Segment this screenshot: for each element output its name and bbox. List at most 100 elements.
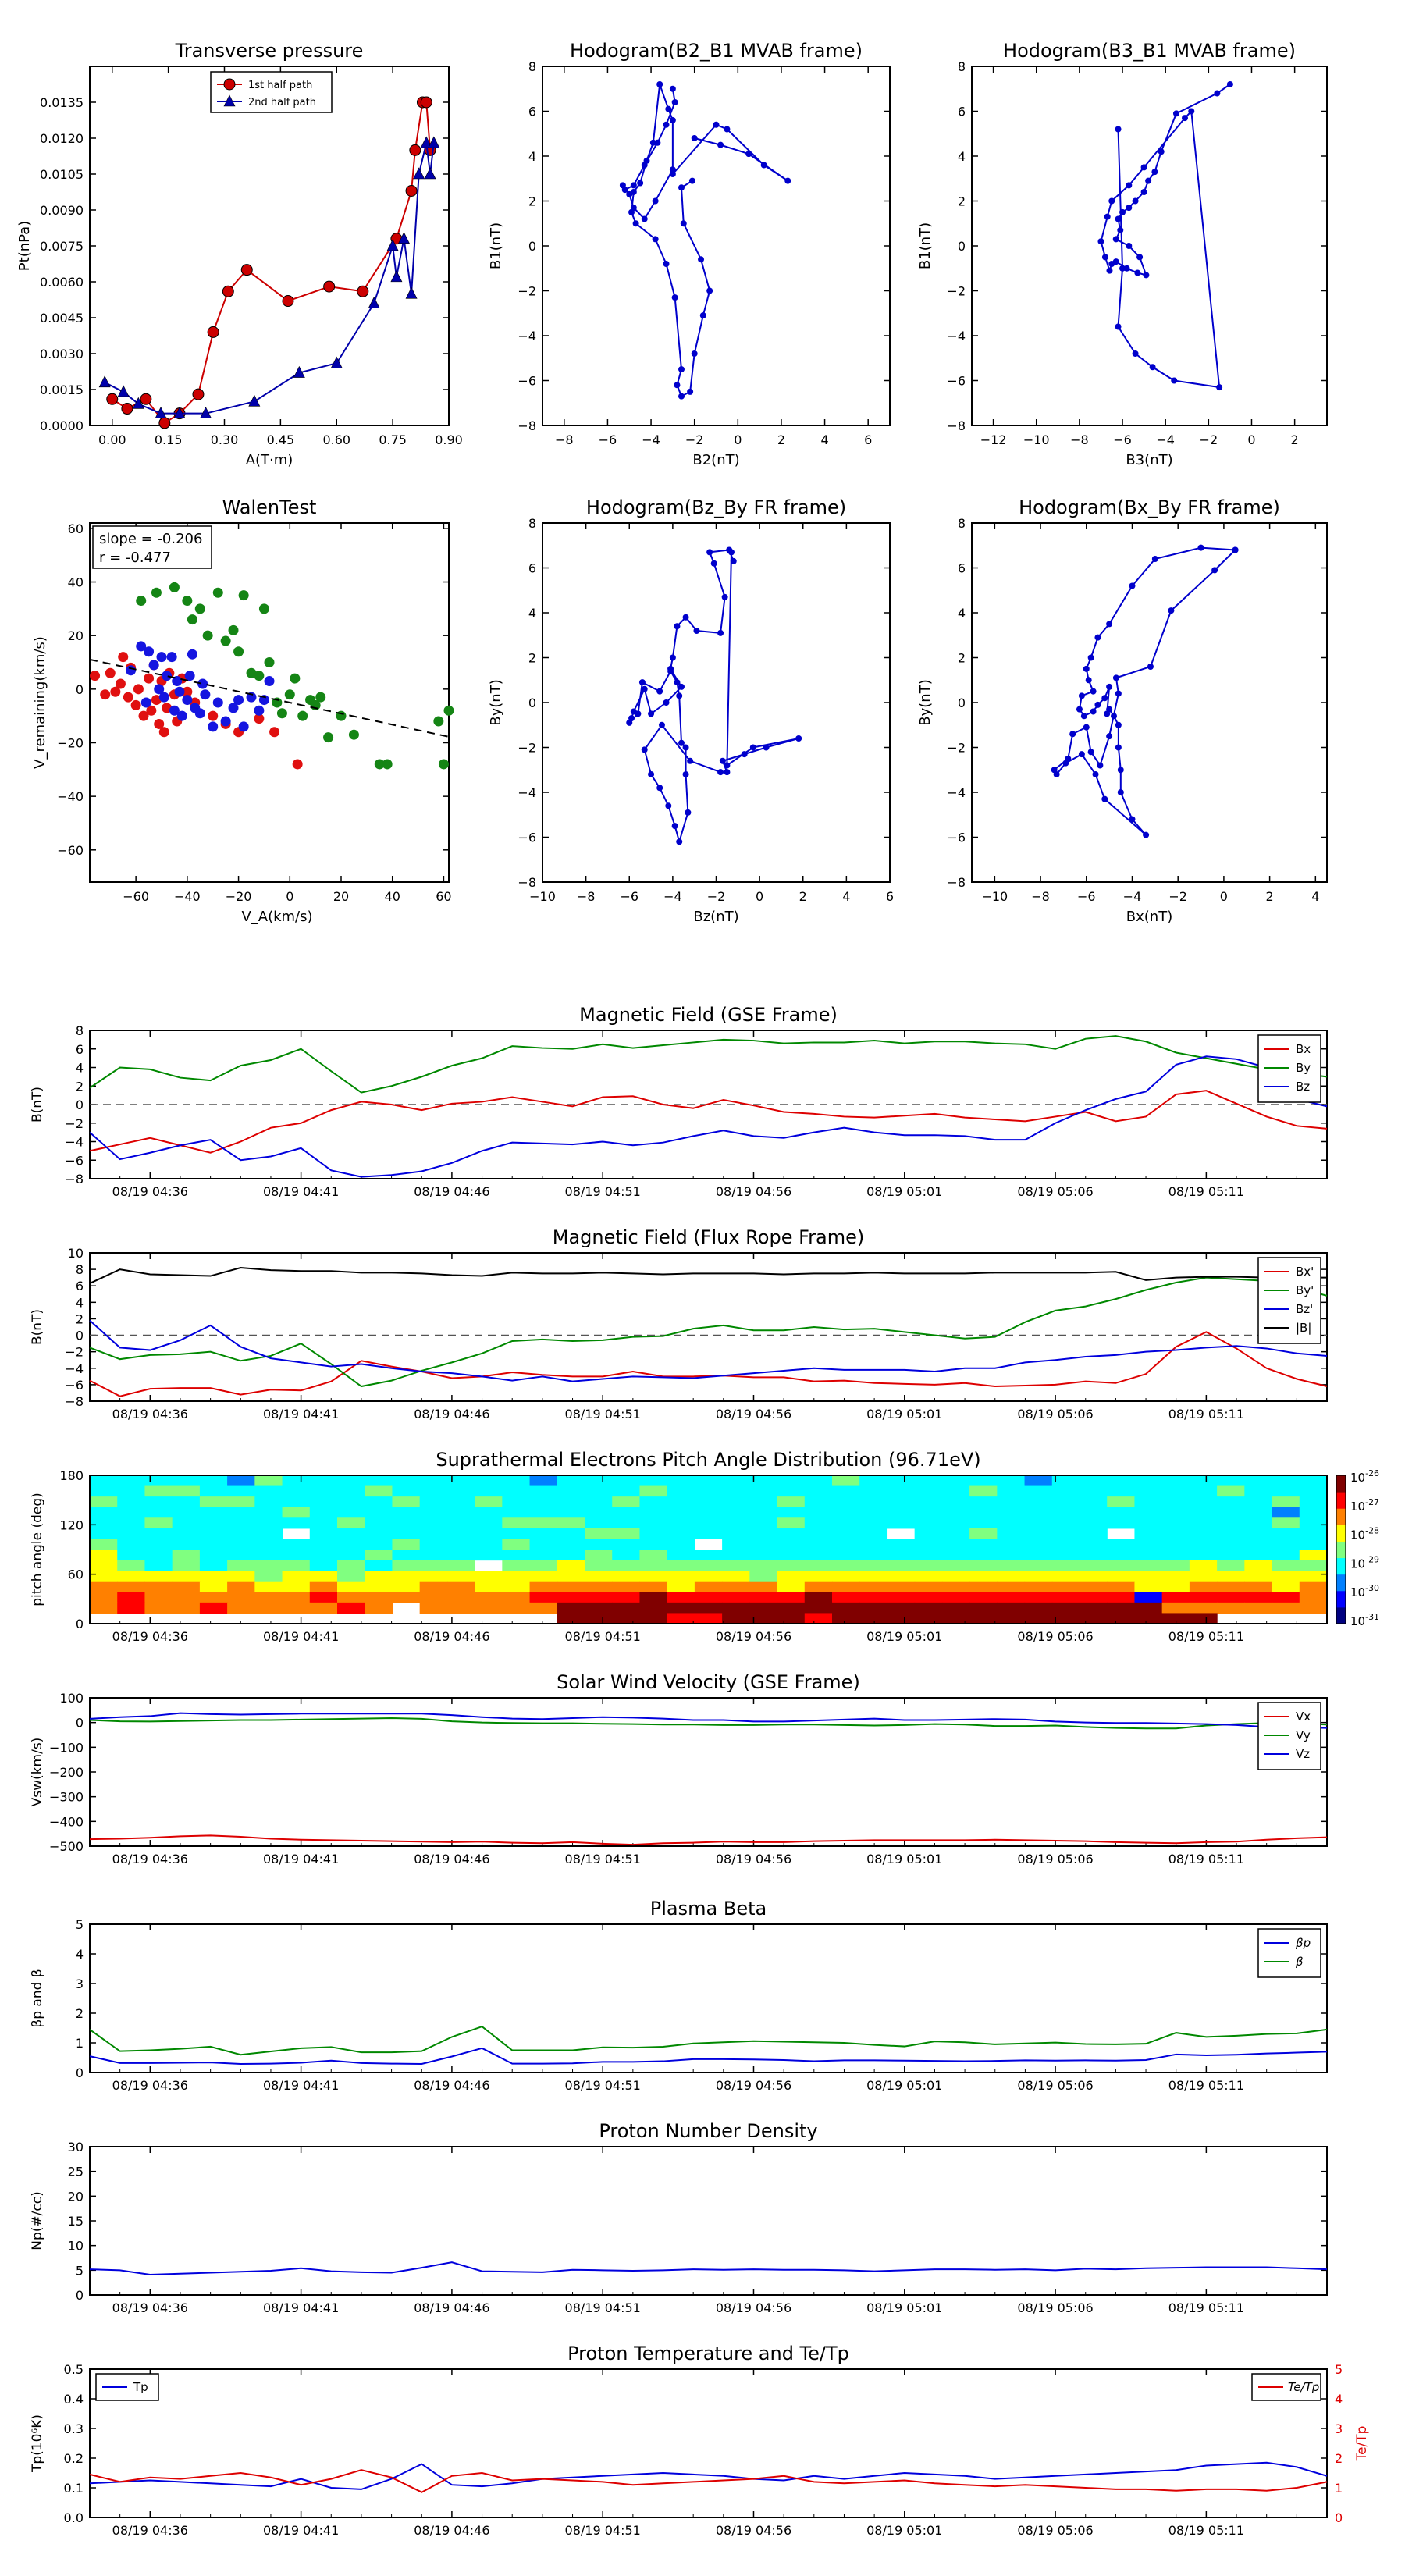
time-tick-label: 08/19 04:41 [263,2300,339,2315]
heatmap-cell [502,1550,531,1561]
data-point [652,236,659,243]
y-tick-label: 0 [76,1617,84,1631]
heatmap-cell [419,1592,448,1603]
y-tick-label: 4 [76,1295,84,1310]
legend-label: β [1295,1955,1304,1969]
proton-number-density-chart: Proton Number Density 0 5 10 15 20 25 30 08/19 0… [30,2120,1328,2315]
heatmap-cell [557,1571,585,1582]
heatmap-cell [997,1475,1026,1487]
data-point [220,635,231,646]
time-tick-label: 08/19 04:51 [565,1184,641,1199]
colorbar-label: 10-29 [1350,1554,1379,1571]
heatmap-cell [1299,1528,1328,1540]
data-point [1078,692,1085,699]
heatmap-cell [90,1485,118,1497]
y-tick-label: 0 [76,1329,84,1343]
heatmap-cell [1051,1528,1080,1540]
data-point [1104,213,1111,220]
heatmap-cell [1051,1571,1080,1582]
data-point [258,695,269,706]
data-point [1132,197,1139,205]
chart-title: Solar Wind Velocity (GSE Frame) [557,1671,860,1693]
y-tick-label: −6 [947,374,966,389]
heatmap-cell [365,1528,393,1540]
heatmap-cell [1189,1602,1218,1614]
heatmap-cell [1051,1496,1080,1508]
heatmap-cell [1134,1613,1163,1624]
data-point [140,393,152,405]
data-point [184,671,195,681]
series-line-By [89,1035,1328,1094]
y-tick-label: 2 [528,651,536,666]
heatmap-cell [529,1550,558,1561]
heatmap-cell [859,1517,888,1529]
x-tick-label: −8 [1031,889,1050,904]
heatmap-cell [529,1485,558,1497]
data-point [223,78,236,91]
colorbar-exponent: -27 [1365,1497,1379,1507]
y-tick-label: 10 [68,2239,84,2254]
heatmap-cell [144,1485,173,1497]
time-tick-label: 08/19 04:56 [716,1184,791,1199]
data-point [687,388,694,395]
heatmap-cell [117,1550,146,1561]
heatmap-cell [585,1507,613,1518]
heatmap-cell [914,1485,943,1497]
data-point [1106,706,1113,713]
time-tick-label: 08/19 05:01 [866,1407,942,1421]
data-point [1226,81,1233,87]
heatmap-cell [1134,1528,1163,1540]
data-point [254,713,265,724]
colorbar-exponent: -26 [1365,1468,1379,1478]
data-point [323,280,336,293]
data-point [691,350,698,357]
heatmap-cell [1080,1613,1108,1624]
y-tick-label: 100 [59,1691,84,1706]
time-tick-label: 08/19 04:56 [716,1852,791,1866]
chart-title: Plasma Beta [650,1898,767,1920]
heatmap-cell [722,1539,750,1550]
heatmap-cell [722,1507,750,1518]
heatmap-cell [612,1507,641,1518]
heatmap-cell [1134,1485,1163,1497]
data-point [724,769,731,776]
heatmap-cell [1051,1485,1080,1497]
y2-tick-label: 0 [1335,2510,1343,2525]
heatmap-cell [1189,1517,1218,1529]
plot-frame [89,1475,1328,1624]
heatmap-cell [254,1485,283,1497]
heatmap-cell [667,1602,695,1614]
heatmap-cell [1051,1560,1080,1571]
time-tick-label: 08/19 04:51 [565,1852,641,1866]
heatmap-cell [914,1517,943,1529]
x-tick-label: 0.00 [98,432,126,447]
heatmap-cell [1299,1539,1328,1550]
time-tick-label: 08/19 05:11 [1168,1629,1244,1644]
legend-label: Bz [1296,1080,1310,1094]
heatmap-cell [859,1539,888,1550]
heatmap-cell [337,1550,365,1561]
heatmap-cell [446,1581,475,1592]
heatmap-cell [254,1528,283,1540]
data-point [158,692,169,703]
x-tick-label: −8 [577,889,596,904]
heatmap-cell [392,1592,421,1603]
data-point [1085,677,1092,684]
data-point [428,136,440,148]
heatmap-cell [941,1571,970,1582]
data-point [1090,688,1097,695]
heatmap-cell [502,1507,531,1518]
series-line-Bz [89,1055,1328,1178]
heatmap-cell [941,1528,970,1540]
time-tick-label: 08/19 04:46 [414,1407,489,1421]
heatmap-cell [172,1528,201,1540]
y-tick-label: −60 [57,843,84,858]
heatmap-cell [804,1507,833,1518]
heatmap-cell [199,1592,228,1603]
heatmap-cell [254,1592,283,1603]
heatmap-cell [1217,1581,1245,1592]
y-tick-label: 5 [76,2263,84,2278]
x-tick-label: −8 [1070,432,1089,447]
data-point [1106,621,1113,628]
time-tick-label: 08/19 05:01 [866,1629,942,1644]
